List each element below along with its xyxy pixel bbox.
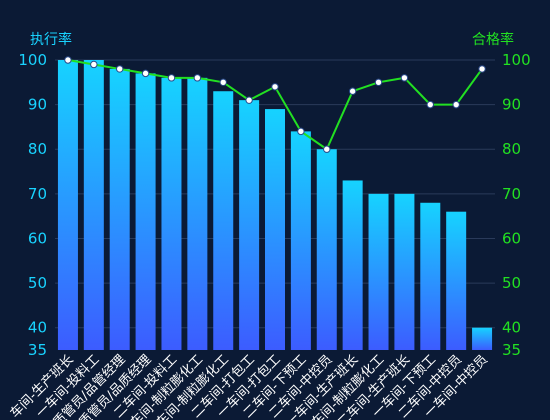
bar: [316, 149, 337, 350]
line-point: [452, 100, 460, 109]
bar: [109, 68, 130, 350]
left-tick-label: 90: [28, 96, 47, 114]
bar: [213, 91, 234, 350]
line-point: [271, 83, 279, 91]
right-tick-label: 70: [502, 185, 521, 203]
right-tick-label: 100: [502, 51, 531, 69]
bar: [368, 193, 389, 350]
left-tick-label: 100: [18, 51, 47, 69]
category-labels: 车间-生产班长一车间-投料工质管员/品管经理质管员/品质经理二车间-投料工一车间…: [7, 352, 491, 420]
bar: [161, 77, 182, 350]
left-tick-label: 40: [28, 319, 47, 337]
left-axis-ticks: 100 90 80 70 60 50 40 35: [18, 51, 47, 359]
bar: [420, 202, 441, 350]
line-point: [400, 74, 409, 82]
line-point: [297, 127, 305, 136]
bar: [290, 131, 311, 350]
left-tick-label: 80: [28, 140, 47, 158]
bar: [472, 327, 493, 350]
line-point: [348, 87, 357, 95]
line-point: [193, 74, 202, 82]
line-point: [141, 69, 150, 78]
bar: [83, 60, 104, 350]
left-axis-title: 执行率: [30, 32, 72, 48]
right-tick-label: 35: [502, 341, 521, 359]
right-tick-label: 90: [502, 96, 521, 114]
bar: [394, 193, 415, 350]
right-tick-label: 60: [502, 229, 521, 247]
bar: [57, 60, 78, 350]
line-point: [478, 65, 486, 73]
bar: [135, 73, 156, 350]
line-series: [64, 56, 486, 153]
line-point: [219, 78, 227, 87]
left-tick-label: 60: [28, 229, 47, 247]
right-tick-label: 40: [502, 319, 521, 337]
line-point: [374, 78, 383, 87]
right-axis-title: 合格率: [472, 32, 514, 48]
line-point: [323, 145, 331, 153]
bar-series: [57, 60, 493, 351]
left-tick-label: 35: [28, 341, 47, 359]
line-point: [64, 56, 72, 64]
line-point: [167, 74, 176, 82]
line-point: [90, 60, 98, 69]
bar: [342, 180, 363, 350]
right-tick-label: 50: [502, 274, 521, 292]
left-tick-label: 70: [28, 185, 47, 203]
bar: [446, 211, 467, 350]
right-axis-ticks: 100 90 80 70 60 50 40 35: [502, 51, 531, 359]
line-point: [116, 65, 124, 73]
bar: [187, 77, 208, 350]
line-point: [245, 96, 253, 104]
bar: [265, 109, 285, 350]
bar: [239, 100, 260, 351]
line-point: [426, 100, 434, 109]
left-tick-label: 50: [28, 274, 47, 292]
right-tick-label: 80: [502, 140, 521, 158]
